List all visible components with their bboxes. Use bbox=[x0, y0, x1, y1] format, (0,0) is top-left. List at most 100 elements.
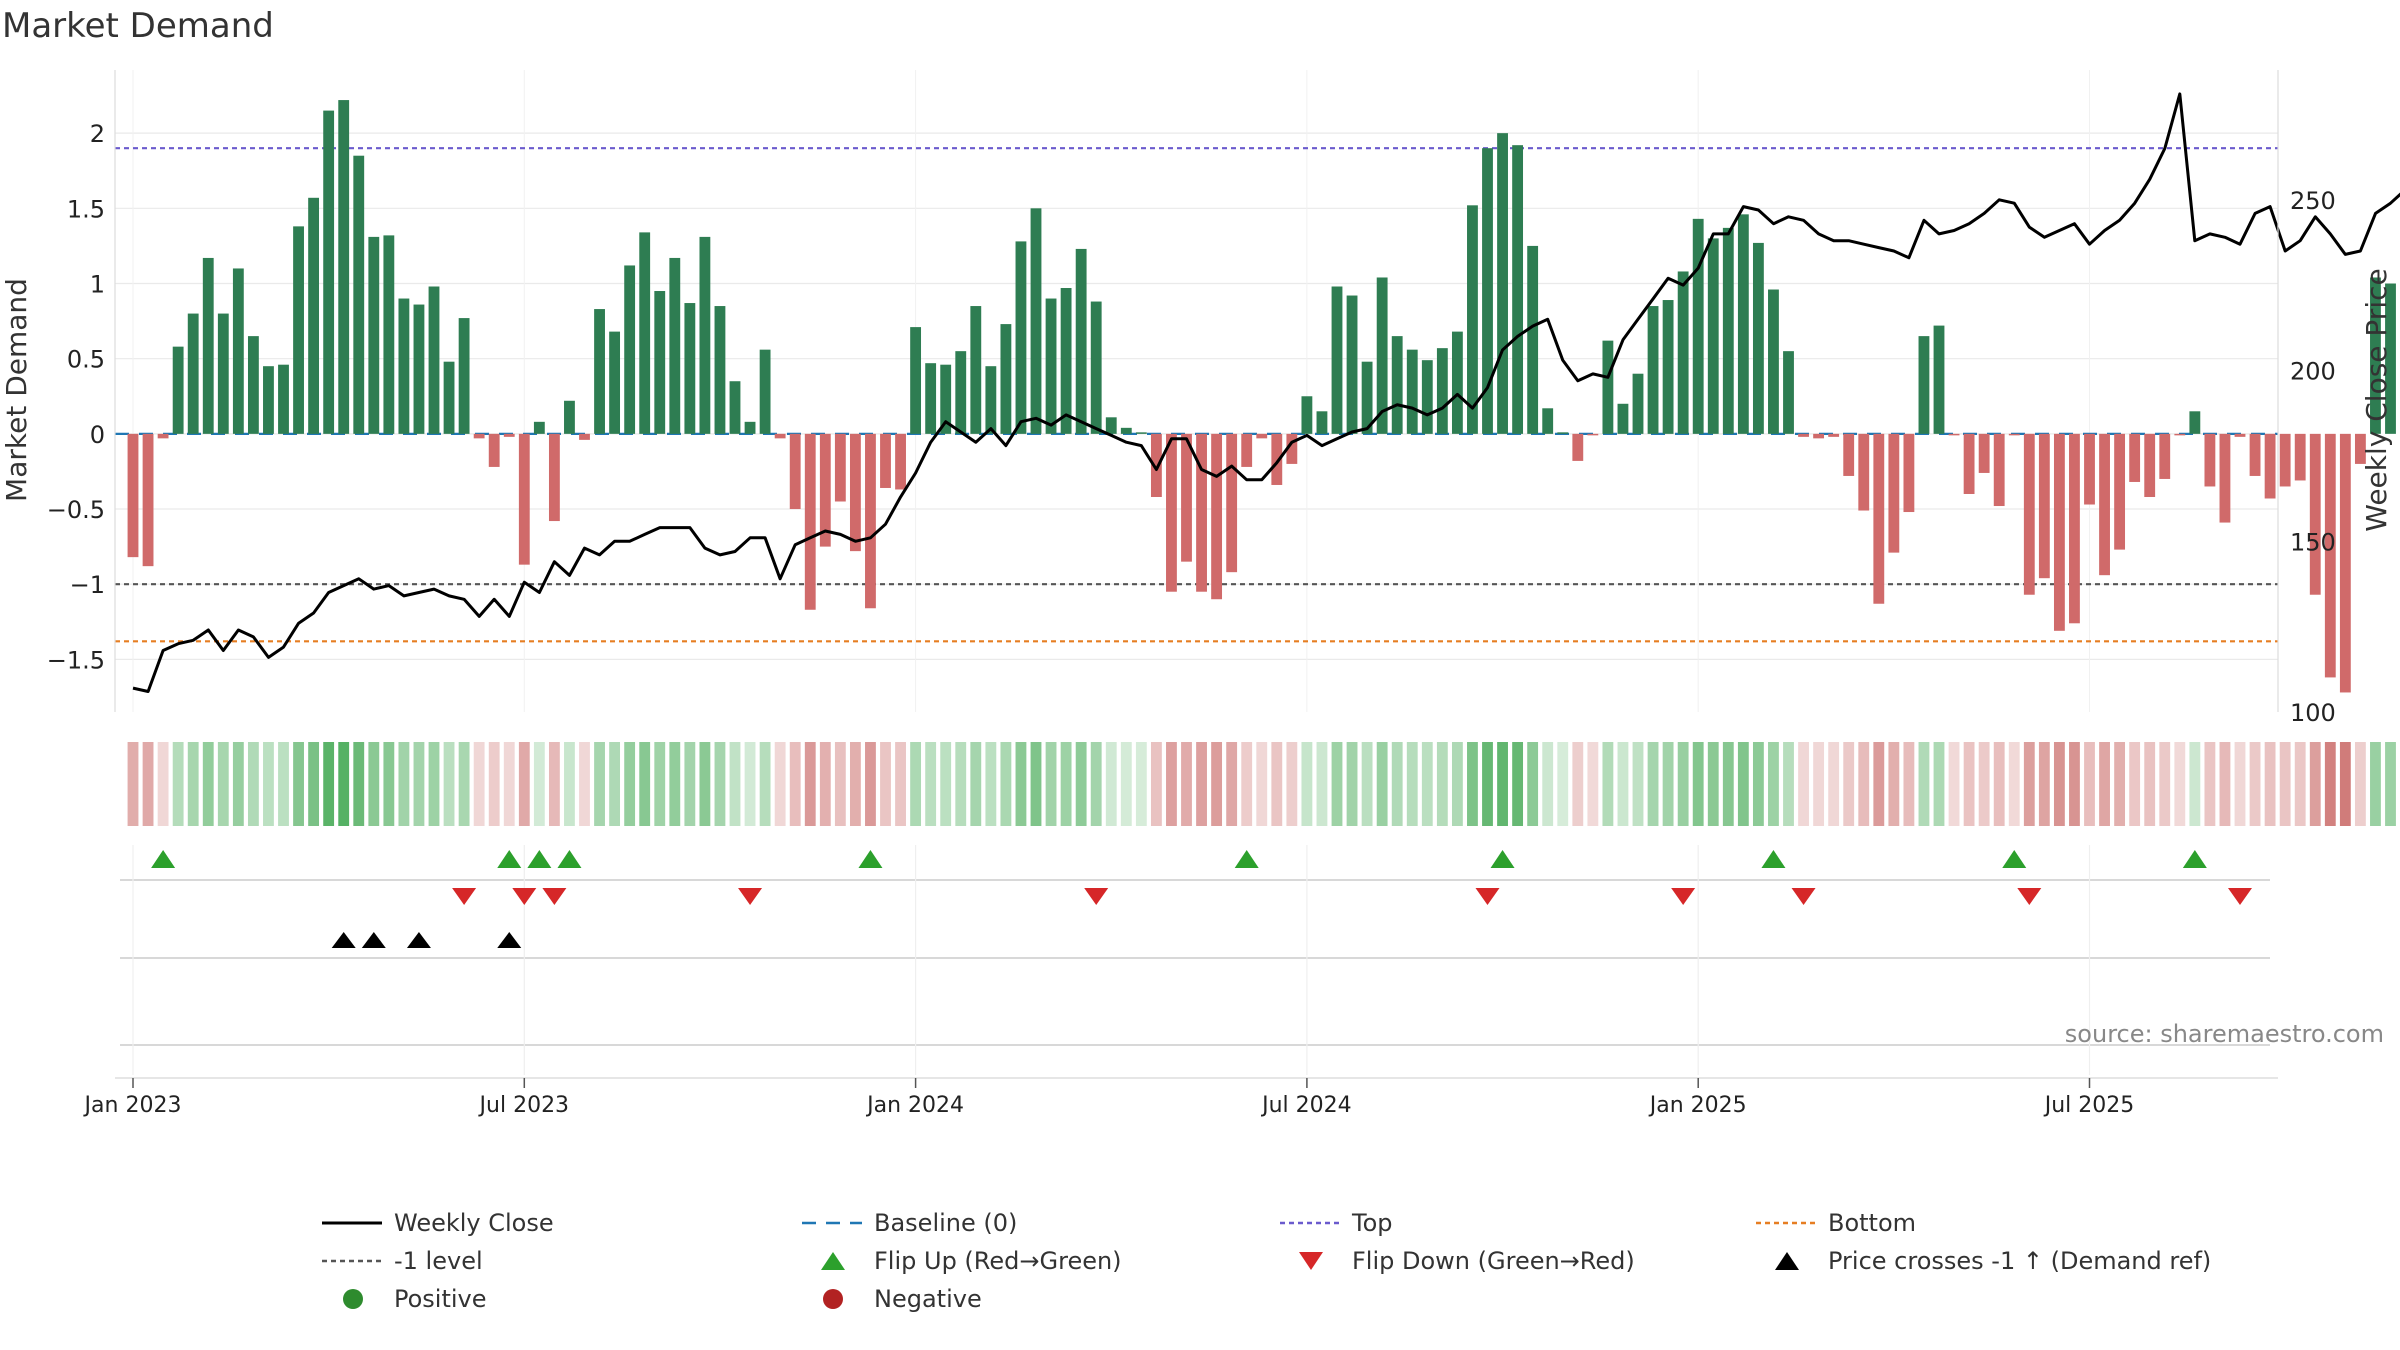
demand-bar bbox=[669, 257, 681, 434]
legend-label: Baseline (0) bbox=[874, 1209, 1018, 1237]
circle-icon bbox=[800, 1284, 866, 1314]
heat-cell bbox=[1888, 742, 1900, 826]
y-tick-label: 0.5 bbox=[67, 346, 105, 374]
demand-bar bbox=[1301, 396, 1313, 434]
demand-bar bbox=[2159, 433, 2171, 479]
demand-bar bbox=[2279, 433, 2291, 487]
demand-bar bbox=[1512, 145, 1524, 434]
flip-up-marker bbox=[1761, 850, 1786, 868]
heat-cell bbox=[1903, 742, 1915, 826]
demand-bar bbox=[2324, 433, 2336, 678]
heat-cell bbox=[2264, 742, 2276, 826]
demand-bar bbox=[1602, 340, 1614, 434]
heat-cell bbox=[278, 742, 289, 826]
price-cross-marker bbox=[331, 932, 356, 948]
heat-cell bbox=[1993, 742, 2005, 826]
demand-bar bbox=[1933, 325, 1945, 434]
flip-up-marker bbox=[1234, 850, 1259, 868]
demand-bar bbox=[1256, 433, 1268, 439]
demand-bar bbox=[2204, 433, 2216, 487]
demand-bar bbox=[1150, 433, 1162, 497]
demand-bar bbox=[2038, 433, 2050, 579]
flip-up-marker bbox=[527, 850, 552, 868]
demand-bar bbox=[940, 364, 952, 434]
heat-cell bbox=[699, 742, 711, 826]
demand-bar bbox=[488, 433, 500, 467]
heat-cell bbox=[1090, 742, 1102, 826]
heat-cell bbox=[970, 742, 982, 826]
demand-bar bbox=[1632, 373, 1644, 434]
demand-bar bbox=[263, 366, 274, 434]
demand-bar bbox=[1075, 248, 1087, 434]
demand-bar bbox=[1166, 433, 1177, 592]
legend-dot-line-icon bbox=[1754, 1208, 1820, 1238]
heat-cell bbox=[1301, 742, 1313, 826]
heat-cell bbox=[1768, 742, 1779, 826]
legend-label: Price crosses -1 ↑ (Demand ref) bbox=[1828, 1247, 2212, 1275]
demand-bar bbox=[895, 433, 906, 490]
heat-cell bbox=[1346, 742, 1358, 826]
heat-cell bbox=[2099, 742, 2110, 826]
heat-cell bbox=[263, 742, 274, 826]
heat-cell bbox=[488, 742, 500, 826]
y-tick-label: −0.5 bbox=[47, 496, 105, 524]
heat-cell bbox=[2069, 742, 2080, 826]
demand-bar bbox=[383, 235, 395, 434]
demand-bar bbox=[172, 346, 184, 434]
demand-bar bbox=[2129, 433, 2141, 482]
demand-bar bbox=[1903, 433, 1915, 513]
x-tick-label: Jul 2024 bbox=[1260, 1093, 1352, 1118]
x-tick-label: Jan 2025 bbox=[1648, 1093, 1747, 1118]
demand-bar bbox=[594, 309, 605, 434]
heat-cell bbox=[1527, 742, 1539, 826]
legend-solid-line-icon bbox=[320, 1208, 386, 1238]
demand-bar bbox=[202, 257, 214, 434]
heat-cell bbox=[217, 742, 229, 826]
heat-cell bbox=[1060, 742, 1072, 826]
heat-cell bbox=[865, 742, 876, 826]
demand-bar bbox=[533, 421, 545, 434]
heat-cell bbox=[2219, 742, 2231, 826]
heat-cell bbox=[1166, 742, 1177, 826]
heat-cell bbox=[2370, 742, 2381, 826]
triangle-up-icon bbox=[800, 1246, 866, 1276]
heat-cell bbox=[1933, 742, 1945, 826]
demand-bar bbox=[1451, 331, 1463, 434]
heat-cell bbox=[849, 742, 861, 826]
flip-down-marker bbox=[738, 888, 763, 905]
flip-up-marker bbox=[1490, 850, 1515, 868]
heat-cell bbox=[1858, 742, 1870, 826]
heat-cell bbox=[940, 742, 952, 826]
demand-bar bbox=[2264, 433, 2276, 499]
demand-bar bbox=[398, 298, 410, 434]
heat-cell bbox=[443, 742, 455, 826]
heat-cell bbox=[1105, 742, 1117, 826]
price-line-layer bbox=[132, 92, 2400, 693]
heat-cell bbox=[127, 742, 139, 826]
heat-cell bbox=[1647, 742, 1659, 826]
heat-cell bbox=[834, 742, 846, 826]
demand-bar bbox=[2053, 433, 2065, 631]
demand-bar bbox=[1918, 336, 1930, 434]
demand-bar bbox=[1090, 301, 1102, 434]
demand-bar bbox=[2008, 433, 2020, 436]
heat-cell bbox=[744, 742, 756, 826]
demand-bar bbox=[1963, 433, 1975, 494]
demand-bar bbox=[865, 433, 876, 609]
flip-up-marker bbox=[2002, 850, 2027, 868]
demand-bar bbox=[1858, 433, 1870, 511]
heat-cell bbox=[2023, 742, 2035, 826]
demand-bar bbox=[413, 304, 425, 434]
demand-bar bbox=[579, 433, 590, 440]
demand-bars bbox=[127, 100, 2396, 693]
demand-bar bbox=[1542, 408, 1554, 434]
demand-bar bbox=[1783, 351, 1794, 434]
demand-bar bbox=[1873, 433, 1885, 604]
heat-cell bbox=[428, 742, 440, 826]
heat-cell bbox=[759, 742, 771, 826]
heat-cell bbox=[1557, 742, 1569, 826]
heat-cell bbox=[2354, 742, 2366, 826]
legend-label: -1 level bbox=[394, 1247, 483, 1275]
y-tick-label: −1.5 bbox=[47, 646, 105, 674]
